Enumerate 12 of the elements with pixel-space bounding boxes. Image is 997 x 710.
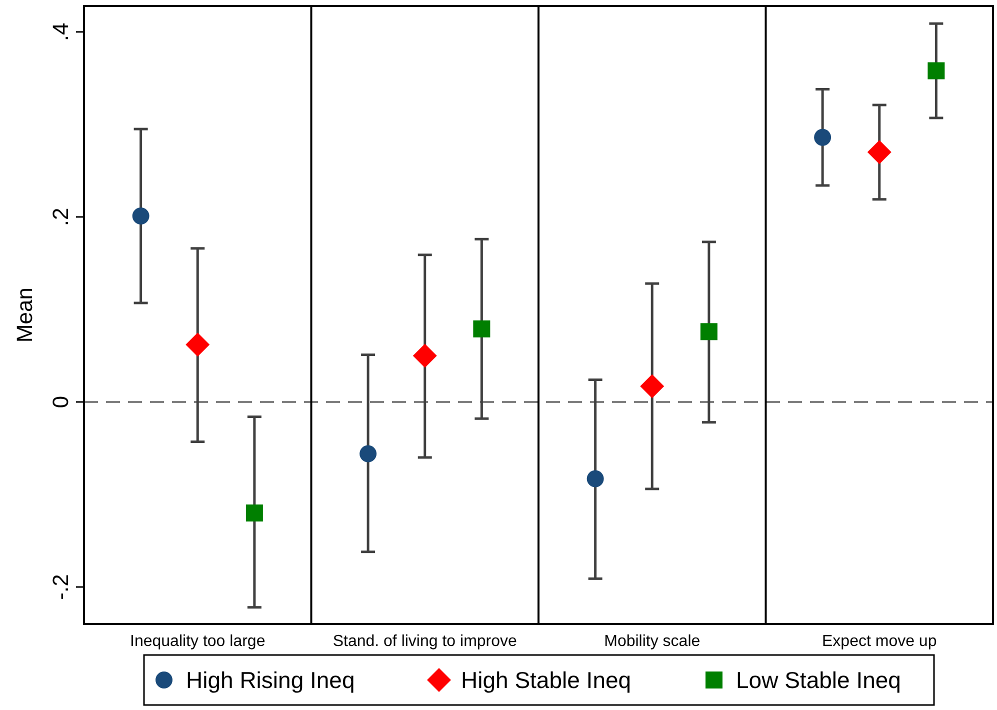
- x-tick-label: Mobility scale: [604, 633, 700, 650]
- legend-label: High Stable Ineq: [461, 667, 632, 693]
- y-tick-label: -.2: [48, 574, 73, 600]
- legend-label: High Rising Ineq: [186, 667, 355, 693]
- x-tick-label: Inequality too large: [130, 633, 266, 650]
- x-tick-label: Expect move up: [822, 633, 937, 650]
- y-tick-label: .2: [48, 208, 73, 226]
- legend-label: Low Stable Ineq: [736, 667, 901, 693]
- y-tick-label: 0: [48, 396, 73, 408]
- x-tick-label: Stand. of living to improve: [332, 633, 518, 650]
- y-axis-title: Mean: [12, 287, 37, 343]
- y-tick-label: .4: [48, 22, 73, 42]
